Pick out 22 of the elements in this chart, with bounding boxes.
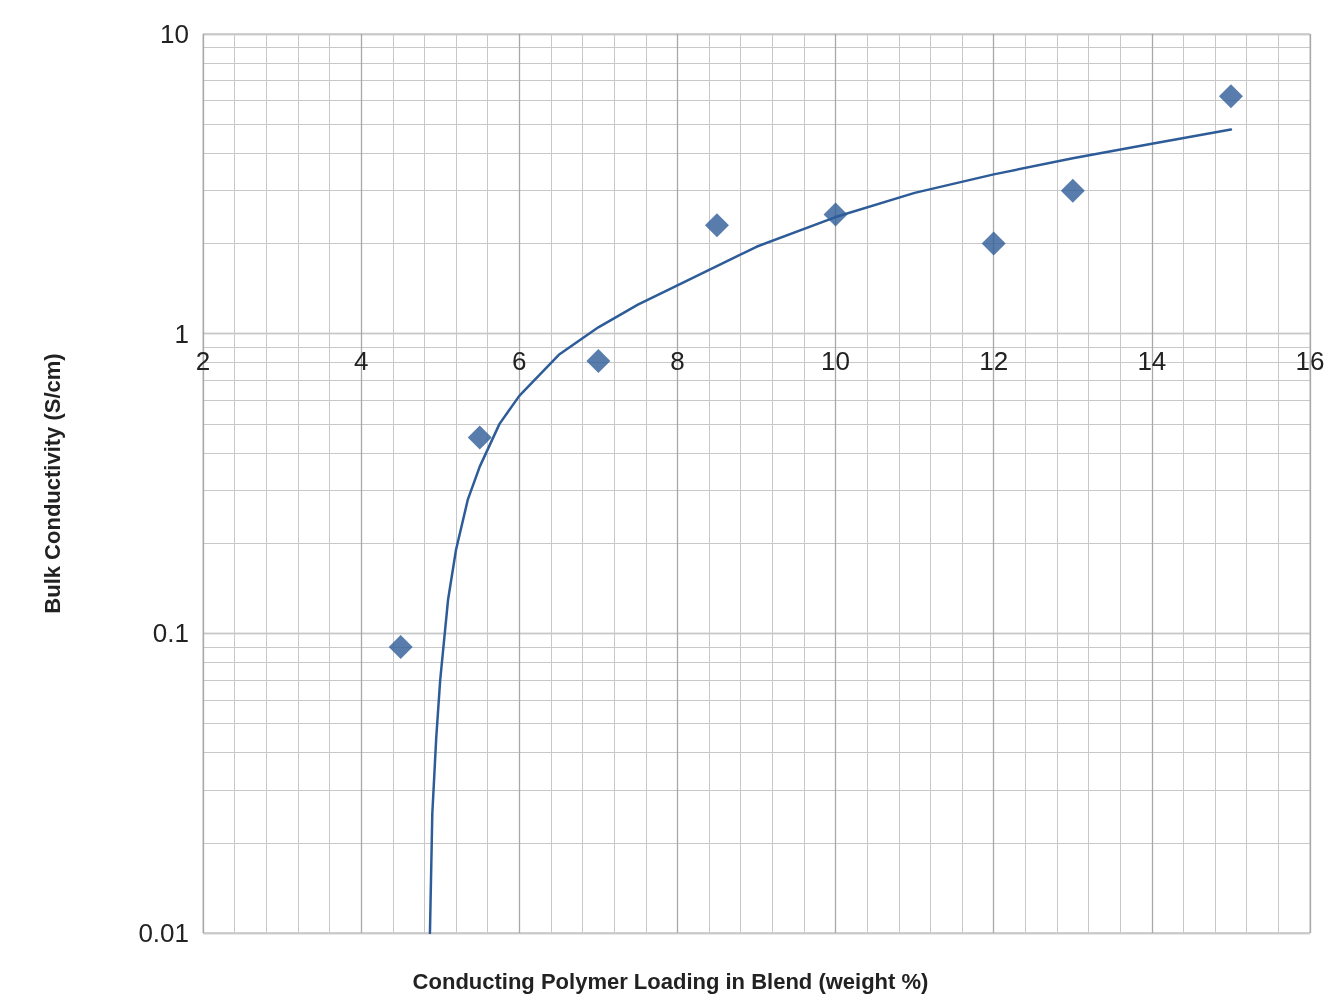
point — [1060, 178, 1085, 203]
y-axis-title: Bulk Conductivity (S/cm) — [39, 353, 65, 614]
x-tick-label: 10 — [821, 345, 851, 376]
y-tick-label: 10 — [160, 19, 189, 49]
x-axis-title: Conducting Polymer Loading in Blend (weight %) — [412, 968, 929, 994]
point — [388, 635, 413, 660]
y-tick-label: 1 — [174, 318, 189, 349]
x-tick-label: 2 — [195, 345, 211, 376]
point — [1218, 84, 1243, 109]
x-tick-label: 6 — [512, 345, 527, 376]
y-tick-label: 0.01 — [138, 918, 189, 948]
line-series — [428, 128, 1233, 935]
point — [704, 213, 729, 238]
x-tick-label: 4 — [353, 345, 369, 376]
x-tick-label: 14 — [1137, 345, 1167, 376]
x-tick-label: 8 — [670, 345, 685, 376]
point — [467, 425, 492, 450]
x-tick-label: 16 — [1295, 345, 1325, 376]
x-tick-label: 12 — [979, 345, 1009, 376]
point — [586, 349, 611, 374]
point — [981, 231, 1006, 256]
y-tick-label: 0.1 — [152, 618, 189, 649]
